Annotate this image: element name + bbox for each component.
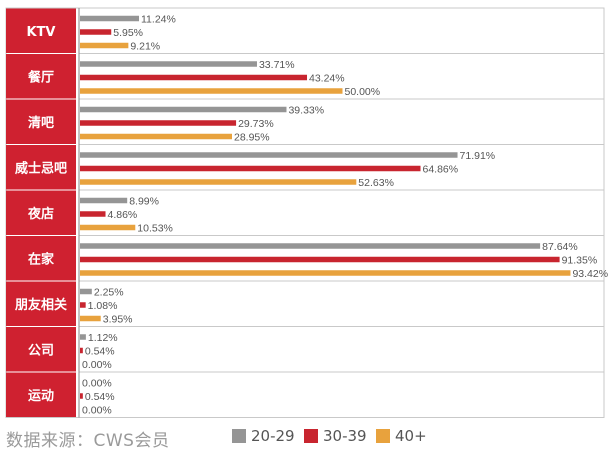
bar-40+-3 (80, 179, 357, 185)
bar-20-29-1 (80, 61, 257, 67)
data-label-30-39-6: 1.08% (88, 300, 118, 312)
bar-30-39-1 (80, 74, 308, 81)
bar-20-29-3 (80, 152, 458, 158)
data-label-30-39-1: 43.24% (309, 72, 345, 84)
category-panel-3 (6, 145, 76, 190)
data-label-40+-3: 52.63% (358, 177, 394, 189)
legend-swatch-40-plus (376, 429, 390, 443)
bar-20-29-6 (80, 288, 92, 295)
data-label-20-29-2: 39.33% (288, 104, 324, 116)
data-label-40+-5: 93.42% (572, 268, 608, 280)
bar-20-29-4 (80, 197, 128, 204)
data-label-20-29-6: 2.25% (94, 286, 124, 298)
category-label-3: 威士忌吧 (15, 160, 67, 176)
legend-swatch-30-39 (304, 429, 318, 443)
data-label-20-29-0: 11.24% (141, 13, 176, 25)
category-panel-7 (6, 327, 76, 372)
chart-frame: KTV 11.24% 5.95% 9.21% 餐厅 33.71% 43.24% 50.00% 清… (5, 7, 608, 418)
bar-40+-1 (80, 88, 343, 94)
data-label-40+-8: 0.00% (82, 404, 112, 416)
data-label-40+-7: 0.00% (82, 359, 112, 371)
data-label-20-29-8: 0.00% (82, 377, 112, 389)
data-label-40+-0: 9.21% (130, 40, 160, 52)
bar-40+-5 (80, 270, 571, 276)
bar-30-39-4 (80, 211, 106, 217)
bar-30-39-3 (80, 165, 421, 172)
category-panel-6 (6, 281, 76, 326)
legend-item-20-29: 20-29 (232, 427, 295, 445)
category-panel-1 (6, 54, 76, 99)
category-label-6: 朋友相关 (14, 297, 67, 313)
bar-30-39-0 (80, 29, 112, 35)
data-label-40+-2: 28.95% (234, 131, 270, 143)
source-note: 数据来源：CWS会员 (6, 431, 170, 451)
bar-20-29-0 (80, 15, 140, 22)
data-label-30-39-5: 91.35% (562, 254, 598, 266)
bar-30-39-5 (80, 256, 560, 263)
category-label-0: KTV (26, 25, 55, 40)
legend-swatch-20-29 (232, 429, 246, 443)
data-label-20-29-7: 1.12% (88, 332, 118, 344)
category-panel-4 (6, 190, 76, 235)
data-label-20-29-4: 8.99% (129, 195, 159, 207)
category-panel-2 (6, 99, 76, 144)
legend-item-40-plus: 40+ (376, 427, 427, 445)
category-panel-0 (6, 8, 76, 53)
data-label-30-39-8: 0.54% (85, 391, 115, 403)
category-label-4: 夜店 (27, 206, 54, 222)
category-panel-8 (6, 372, 76, 417)
category-label-2: 清吧 (28, 115, 54, 131)
bar-30-39-8 (80, 393, 83, 399)
data-label-20-29-5: 87.64% (542, 241, 578, 253)
data-label-30-39-4: 4.86% (108, 209, 138, 221)
bar-20-29-2 (80, 106, 287, 113)
data-label-20-29-1: 33.71% (259, 59, 295, 71)
bar-40+-6 (80, 315, 101, 322)
bar-20-29-7 (80, 334, 86, 340)
category-label-5: 在家 (28, 251, 55, 267)
data-label-40+-6: 3.95% (103, 313, 133, 325)
category-panel-5 (6, 236, 76, 281)
bar-40+-4 (80, 224, 136, 231)
data-label-30-39-3: 64.86% (423, 163, 459, 175)
bar-20-29-5 (80, 243, 541, 249)
category-label-8: 运动 (28, 389, 54, 404)
bar-30-39-7 (80, 347, 83, 354)
bar-30-39-2 (80, 120, 237, 126)
legend-label-30-39: 30-39 (323, 427, 367, 445)
bar-30-39-6 (80, 302, 86, 308)
data-label-30-39-0: 5.95% (113, 27, 143, 39)
legend-item-30-39: 30-39 (304, 427, 367, 445)
legend-label-20-29: 20-29 (251, 427, 295, 445)
bar-40+-0 (80, 42, 129, 49)
category-label-1: 餐厅 (27, 69, 54, 85)
data-label-30-39-7: 0.54% (85, 345, 115, 357)
data-label-30-39-2: 29.73% (238, 118, 274, 130)
legend-label-40-plus: 40+ (395, 427, 427, 445)
bar-chart: KTV 11.24% 5.95%9.21% 餐厅 33.71% 43.24%50.00% 清… (5, 7, 608, 418)
data-label-20-29-3: 71.91% (460, 150, 496, 162)
data-label-40+-1: 50.00% (345, 86, 381, 98)
data-label-40+-4: 10.53% (137, 222, 173, 234)
category-label-7: 公司 (28, 343, 54, 358)
bar-40+-2 (80, 133, 232, 140)
